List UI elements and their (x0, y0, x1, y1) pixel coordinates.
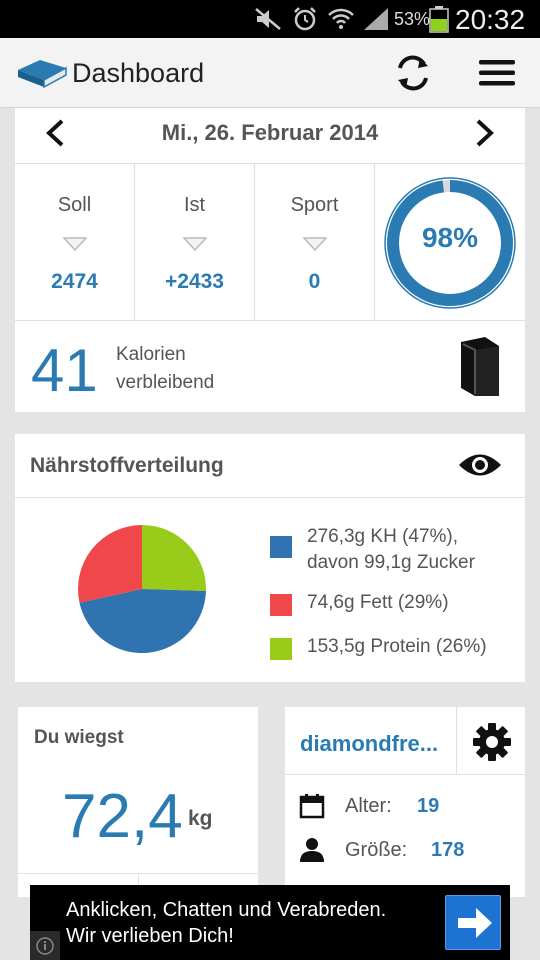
remaining-label-2: verbleibend (116, 372, 215, 393)
legend-label: 153,5g Protein (26%) (307, 636, 487, 657)
profile-key: Größe: (345, 839, 408, 861)
remaining-calories: 41 Kalorien verbleibend (15, 322, 525, 412)
next-day-button[interactable] (473, 118, 497, 153)
dropdown-triangle-icon (302, 236, 328, 257)
app-logo-icon[interactable] (16, 56, 68, 95)
profile-value: 178 (431, 839, 465, 861)
gear-icon (472, 722, 512, 767)
profile-value: 19 (417, 795, 440, 817)
mute-icon (254, 6, 284, 32)
stat-soll[interactable]: Soll 2474 (15, 164, 135, 321)
wifi-icon (328, 6, 354, 32)
alarm-icon (292, 6, 318, 32)
nutrient-pie-chart (78, 525, 206, 653)
remaining-label-1: Kalorien (116, 344, 186, 365)
current-date[interactable]: Mi., 26. Februar 2014 (161, 120, 379, 145)
ad-arrow-button[interactable] (445, 895, 501, 950)
stat-value: 0 (308, 270, 321, 293)
progress-arc (387, 180, 513, 306)
page-title: Dashboard (72, 58, 205, 88)
pie-slice-fett (78, 525, 142, 603)
legend-swatch (270, 638, 292, 660)
calorie-stats: Soll 2474 Ist +2433 Sport 0 (15, 164, 525, 321)
pie-slice-kh (79, 589, 206, 653)
ad-text-line-1: Anklicken, Chatten und Verabreden. (66, 899, 387, 921)
nutrient-card: Nährstoffverteilung 276,3g KH (47%), dav… (15, 434, 525, 682)
calendar-icon (299, 793, 325, 824)
legend-label: 276,3g KH (47%), (307, 526, 459, 547)
ad-text-line-2: Wir verlieben Dich! (66, 925, 234, 947)
date-navigation: Mi., 26. Februar 2014 (15, 108, 525, 164)
settings-button[interactable] (456, 707, 525, 775)
sync-button[interactable] (392, 54, 434, 97)
remaining-value: 41 (31, 337, 98, 404)
divider (285, 774, 456, 775)
stat-sport[interactable]: Sport 0 (255, 164, 375, 321)
dropdown-triangle-icon (182, 236, 208, 257)
clock: 20:32 (455, 4, 526, 35)
weight-title: Du wiegst (34, 727, 124, 748)
stat-ist[interactable]: Ist +2433 (135, 164, 255, 321)
ad-info-icon[interactable] (30, 931, 60, 960)
ad-banner[interactable]: Anklicken, Chatten und Verabreden. Wir v… (30, 885, 510, 960)
battery-icon (428, 6, 450, 33)
profile-card: diamondfre... Alt (285, 707, 525, 897)
pie-slice-protein (142, 525, 206, 591)
menu-button[interactable] (478, 58, 516, 93)
previous-day-button[interactable] (43, 118, 67, 153)
stat-value: +2433 (165, 270, 224, 293)
weight-value: 72,4 (62, 782, 183, 851)
nutrient-title: Nährstoffverteilung (30, 454, 224, 477)
battery-percent: 53% (394, 9, 431, 29)
stat-value: 2474 (51, 270, 98, 293)
weight-unit: kg (188, 807, 213, 830)
profile-name[interactable]: diamondfre... (300, 731, 439, 756)
legend-swatch (270, 536, 292, 558)
profile-row-age: Alter: 19 (299, 791, 519, 821)
arrow-right-icon (458, 908, 492, 938)
dropdown-triangle-icon (62, 236, 88, 257)
app-bar: Dashboard (0, 38, 540, 108)
status-bar: 53% 20:32 (0, 0, 540, 38)
legend-swatch (270, 594, 292, 616)
profile-key: Alter: (345, 795, 392, 817)
legend-sublabel: davon 99,1g Zucker (307, 552, 475, 573)
legend-label: 74,6g Fett (29%) (307, 592, 449, 613)
weight-card[interactable]: Du wiegst 72,4 kg (18, 707, 258, 897)
stat-label: Ist (183, 194, 206, 216)
stat-label: Soll (57, 194, 92, 216)
diary-book-icon[interactable] (455, 336, 503, 403)
nutrient-header: Nährstoffverteilung (15, 434, 525, 498)
progress-label: 98% (421, 222, 479, 253)
profile-row-height: Größe: 178 (299, 835, 519, 865)
progress-ring[interactable]: 98% (375, 164, 525, 321)
stat-label: Sport (290, 194, 339, 216)
person-icon (299, 837, 325, 868)
signal-icon (362, 6, 390, 32)
eye-icon[interactable] (457, 450, 503, 485)
calorie-card: Mi., 26. Februar 2014 Soll 2474 Ist +243… (15, 108, 525, 412)
